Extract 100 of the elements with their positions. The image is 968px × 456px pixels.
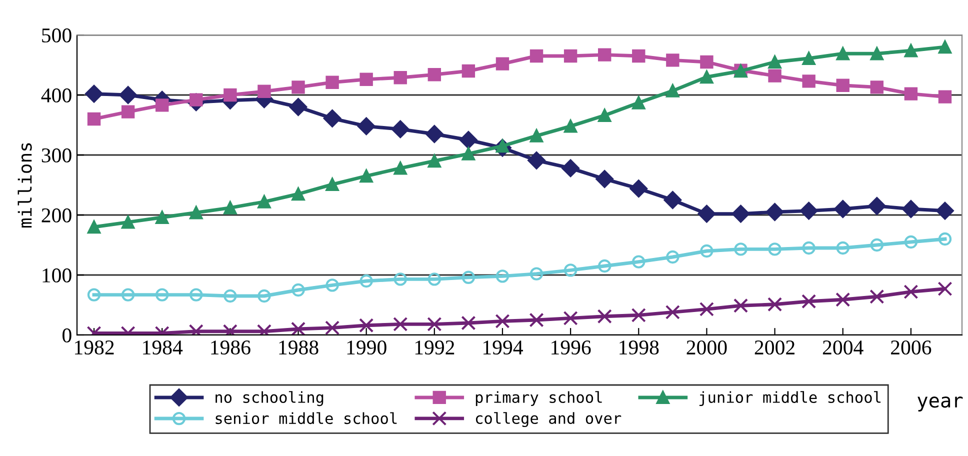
point (836, 78, 850, 92)
point (598, 108, 612, 122)
point (462, 64, 476, 78)
point (564, 49, 578, 63)
point (700, 70, 714, 84)
point (428, 154, 442, 168)
point (290, 322, 306, 335)
point (323, 110, 342, 128)
point (85, 84, 103, 103)
legend-label: junior middle school (699, 391, 881, 406)
point (938, 282, 952, 296)
point (768, 69, 782, 82)
point (870, 238, 884, 252)
point (326, 278, 339, 292)
point (698, 204, 716, 223)
point (119, 86, 137, 104)
point (359, 318, 374, 333)
point (666, 250, 680, 264)
point (802, 294, 816, 309)
point (289, 98, 308, 116)
point (596, 170, 614, 188)
point (155, 288, 169, 302)
point (564, 120, 578, 133)
point (836, 292, 850, 307)
point (528, 152, 546, 170)
x-tick-label: 1990 (347, 340, 386, 355)
point (632, 255, 646, 268)
x-tick-label: 2006 (891, 340, 932, 355)
point (632, 96, 646, 110)
point (190, 288, 203, 302)
y-axis-title: millions (18, 143, 32, 228)
point (394, 272, 407, 286)
point (733, 298, 748, 313)
point (326, 76, 339, 89)
point (461, 316, 476, 330)
point (87, 220, 101, 234)
point (902, 200, 920, 218)
point (768, 242, 782, 256)
point (904, 87, 918, 100)
point (767, 297, 782, 312)
point (598, 48, 612, 62)
point (834, 200, 852, 218)
y-tick-label: 0 (62, 328, 72, 342)
point (800, 202, 818, 220)
point (904, 235, 918, 249)
point (460, 131, 478, 149)
x-tick-label: 2004 (822, 340, 864, 355)
point (360, 72, 373, 86)
x-tick-label: 1982 (75, 340, 114, 355)
x-tick-label: 1998 (620, 340, 659, 355)
x-tick-label: 1996 (552, 340, 591, 355)
point (597, 309, 612, 324)
point (802, 74, 816, 88)
point (426, 125, 444, 143)
point (766, 203, 784, 221)
point (360, 274, 373, 288)
point (530, 129, 544, 142)
point (529, 312, 544, 328)
point (87, 288, 101, 302)
point (360, 169, 373, 183)
point (631, 308, 646, 322)
point (87, 112, 101, 126)
point (868, 197, 886, 215)
point (224, 201, 237, 214)
point (700, 55, 714, 69)
point (904, 44, 918, 58)
point (292, 283, 305, 297)
point (732, 204, 750, 223)
point (564, 264, 578, 277)
point (324, 320, 340, 335)
point (870, 47, 884, 60)
x-tick-label: 1986 (211, 340, 250, 355)
point (121, 105, 135, 118)
point (121, 216, 135, 229)
legend-label: college and over (476, 412, 622, 428)
point (734, 242, 748, 256)
point (462, 270, 476, 284)
point (664, 191, 682, 209)
point (666, 54, 680, 67)
point (530, 49, 544, 63)
point (666, 84, 680, 98)
point (258, 84, 271, 98)
point (258, 289, 271, 303)
point (495, 314, 510, 328)
point (665, 304, 680, 320)
point (496, 57, 510, 70)
legend-label: no schooling (216, 391, 324, 406)
x-tick-label: 2000 (686, 340, 727, 355)
point (936, 202, 954, 220)
point (699, 302, 714, 316)
point (394, 71, 407, 84)
point (190, 206, 203, 220)
point (496, 270, 510, 283)
point (870, 289, 884, 304)
point (836, 241, 850, 255)
point (836, 47, 850, 60)
point (292, 187, 305, 201)
y-tick-label: 200 (42, 208, 72, 222)
point (428, 272, 442, 286)
point (326, 178, 339, 191)
